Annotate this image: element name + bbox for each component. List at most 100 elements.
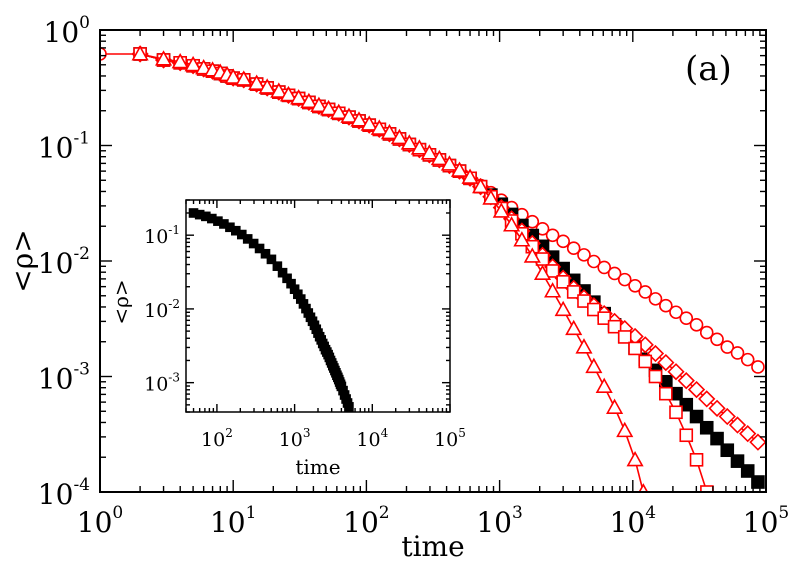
main-point-open-squares <box>607 319 622 334</box>
main-point-triangles <box>585 357 603 374</box>
main-point-triangles <box>626 450 644 467</box>
main-point-open-squares <box>679 428 694 443</box>
main-point-filled-squares <box>679 397 694 412</box>
main-point-triangles <box>400 134 418 150</box>
main-point-triangles <box>482 189 500 205</box>
main-point-triangles <box>492 202 510 218</box>
main-point-triangles <box>380 123 399 140</box>
main-point-circles <box>617 272 632 287</box>
main-point-triangles <box>616 421 634 438</box>
main-point-circles <box>679 311 694 325</box>
main-point-triangles <box>513 231 531 247</box>
main-point-circles <box>577 248 591 262</box>
main-point-triangles <box>154 50 173 66</box>
main-point-filled-squares <box>751 475 765 489</box>
main-point-circles <box>699 325 714 340</box>
main-point-triangles <box>390 128 408 145</box>
inset-y-tick-label: 10-1 <box>144 223 180 248</box>
main-point-triangles <box>195 59 213 75</box>
main-point-open-squares <box>648 369 663 384</box>
main-point-open-squares <box>700 485 714 492</box>
main-point-triangles <box>235 70 253 86</box>
main-point-diamonds <box>739 425 757 443</box>
main-point-diamonds <box>708 399 726 417</box>
main-point-triangles <box>171 52 189 69</box>
main-point-triangles <box>461 168 479 184</box>
main-point-open-squares <box>689 453 704 467</box>
main-point-triangles <box>450 161 469 177</box>
main-point-open-squares <box>587 302 601 317</box>
main-point-triangles <box>310 96 328 113</box>
inset-series-filled-squares <box>188 208 354 412</box>
main-x-tick-label: 101 <box>210 503 256 539</box>
main-point-circles <box>689 318 704 332</box>
main-point-circles <box>566 241 581 256</box>
main-point-circles <box>730 346 745 360</box>
main-point-open-squares <box>638 354 653 369</box>
main-point-open-squares <box>659 386 673 401</box>
main-x-tick-label: 102 <box>343 503 389 539</box>
main-point-open-squares <box>617 330 632 344</box>
main-y-tick-label: 10-1 <box>38 129 90 165</box>
main-series-triangles <box>131 45 649 492</box>
main-point-triangles <box>533 264 552 281</box>
main-point-filled-squares <box>689 409 704 424</box>
inset-x-axis-title: time <box>295 455 340 479</box>
main-point-triangles <box>330 103 348 120</box>
main-point-triangles <box>430 149 448 166</box>
main-point-circles <box>659 298 673 313</box>
main-point-open-squares <box>577 294 591 308</box>
inset-y-axis-title: <ρ> <box>109 279 133 324</box>
main-point-triangles <box>440 155 458 171</box>
main-point-triangles <box>523 247 541 263</box>
inset-x-tick-label: 102 <box>201 426 233 451</box>
main-point-circles <box>638 285 653 299</box>
main-point-triangles <box>248 74 266 90</box>
main-y-tick-label: 10-3 <box>38 360 90 396</box>
main-point-circles <box>751 360 765 374</box>
main-x-tick-label: 103 <box>476 503 522 539</box>
main-point-triangles <box>279 85 298 102</box>
panel-label: (a) <box>685 49 732 89</box>
main-point-diamonds <box>687 380 706 399</box>
main-point-triangles <box>270 82 288 98</box>
main-y-tick-label: 10-4 <box>38 475 90 511</box>
main-point-triangles <box>503 216 521 232</box>
main-point-diamonds <box>667 363 685 381</box>
main-point-triangles <box>606 398 624 414</box>
main-point-open-squares <box>556 275 570 289</box>
main-point-filled-squares <box>730 454 745 468</box>
main-point-circles <box>100 47 107 61</box>
inset-plot-frame <box>185 199 451 413</box>
inset-x-tick-label: 103 <box>279 426 311 451</box>
main-point-circles <box>710 332 724 347</box>
main-point-triangles <box>184 55 202 72</box>
main-point-diamonds <box>657 353 675 372</box>
main-point-open-squares <box>669 405 683 420</box>
inset-point-filled-squares <box>248 238 259 249</box>
main-point-circles <box>556 234 570 249</box>
inset-y-tick-label: 10-3 <box>144 371 180 396</box>
inset-chart: 102 103 104 105 10-1 10-2 10-3 time <ρ> <box>109 199 466 479</box>
main-point-triangles <box>410 139 428 155</box>
main-point-circles <box>740 352 755 367</box>
main-point-diamonds <box>728 416 747 434</box>
inset-y-tick-label: 10-2 <box>144 297 180 322</box>
x-axis-title: time <box>401 530 464 563</box>
inset-point-filled-squares <box>272 261 283 271</box>
main-point-triangles <box>258 78 276 94</box>
inset-x-tick-label: 104 <box>356 426 388 451</box>
main-point-triangles <box>472 177 490 194</box>
inset-background <box>186 200 450 412</box>
main-point-triangles <box>360 115 378 131</box>
main-point-diamonds <box>718 407 736 426</box>
main-point-triangles <box>350 111 368 127</box>
main-point-open-squares <box>566 285 581 299</box>
main-point-triangles <box>290 89 308 105</box>
main-point-triangles <box>340 107 358 123</box>
main-chart: 100 101 102 103 104 105 100 10-1 10-2 10-3 10-4 (a… <box>6 13 789 563</box>
main-point-triangles <box>420 144 438 160</box>
main-point-open-squares <box>597 311 612 325</box>
main-point-triangles <box>131 45 149 61</box>
